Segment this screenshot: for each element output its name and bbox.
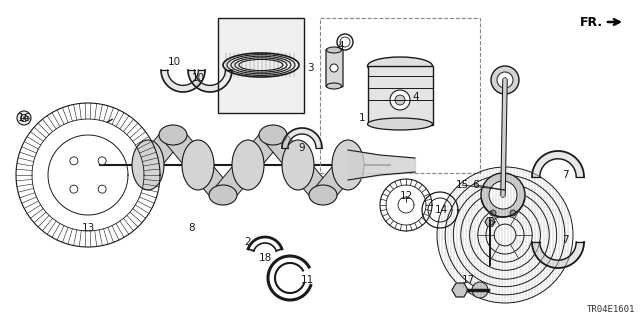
Circle shape (497, 72, 513, 88)
Polygon shape (289, 158, 332, 202)
Text: 7: 7 (562, 170, 568, 180)
Polygon shape (532, 242, 584, 268)
Circle shape (395, 95, 405, 105)
Text: FR.: FR. (580, 17, 603, 29)
Ellipse shape (367, 57, 433, 75)
Ellipse shape (309, 185, 337, 205)
Polygon shape (140, 128, 182, 172)
Ellipse shape (232, 140, 264, 190)
Text: 10: 10 (191, 73, 205, 83)
Polygon shape (239, 128, 282, 172)
Polygon shape (164, 128, 207, 172)
Circle shape (17, 111, 31, 125)
Polygon shape (485, 218, 495, 226)
Polygon shape (452, 283, 468, 297)
Bar (218, 18, 304, 113)
Circle shape (70, 157, 78, 165)
Text: 15: 15 (456, 180, 468, 190)
Ellipse shape (367, 118, 433, 130)
Circle shape (20, 115, 28, 122)
Polygon shape (314, 158, 356, 202)
Ellipse shape (209, 185, 237, 205)
Text: 12: 12 (399, 191, 413, 201)
Text: 9: 9 (299, 143, 305, 153)
Bar (320, 18, 480, 173)
Circle shape (510, 210, 516, 216)
Ellipse shape (159, 125, 187, 145)
Text: 7: 7 (562, 235, 568, 245)
Text: 13: 13 (81, 223, 95, 233)
Circle shape (70, 185, 78, 193)
Polygon shape (189, 158, 232, 202)
Polygon shape (188, 70, 232, 92)
Circle shape (491, 66, 519, 94)
Circle shape (98, 185, 106, 193)
Ellipse shape (259, 125, 287, 145)
Text: 11: 11 (300, 275, 314, 285)
Circle shape (390, 90, 410, 110)
Polygon shape (532, 151, 584, 177)
FancyBboxPatch shape (326, 49, 343, 87)
Ellipse shape (182, 140, 214, 190)
Polygon shape (282, 128, 322, 148)
Bar (368, 66, 433, 125)
Text: 2: 2 (244, 237, 252, 247)
Circle shape (98, 157, 106, 165)
Text: 3: 3 (307, 63, 314, 73)
Text: 18: 18 (259, 253, 271, 263)
Text: 5: 5 (486, 217, 493, 227)
Circle shape (330, 64, 338, 72)
Ellipse shape (326, 83, 342, 89)
Text: 16: 16 (17, 113, 31, 123)
Ellipse shape (326, 47, 342, 53)
Text: 10: 10 (168, 57, 180, 67)
Text: 17: 17 (461, 275, 475, 285)
Ellipse shape (132, 140, 164, 190)
Ellipse shape (332, 140, 364, 190)
Text: 8: 8 (189, 223, 195, 233)
Circle shape (490, 210, 496, 216)
Circle shape (472, 282, 488, 298)
Text: 14: 14 (435, 205, 447, 215)
Text: 4: 4 (413, 92, 419, 102)
Text: TR04E1601: TR04E1601 (587, 305, 635, 314)
Circle shape (481, 173, 525, 217)
Text: 4: 4 (338, 41, 344, 51)
Ellipse shape (282, 140, 314, 190)
Text: 1: 1 (358, 113, 365, 123)
Circle shape (489, 181, 517, 209)
Polygon shape (214, 158, 257, 202)
Text: 6: 6 (473, 180, 479, 190)
Polygon shape (161, 70, 205, 92)
Polygon shape (264, 128, 307, 172)
